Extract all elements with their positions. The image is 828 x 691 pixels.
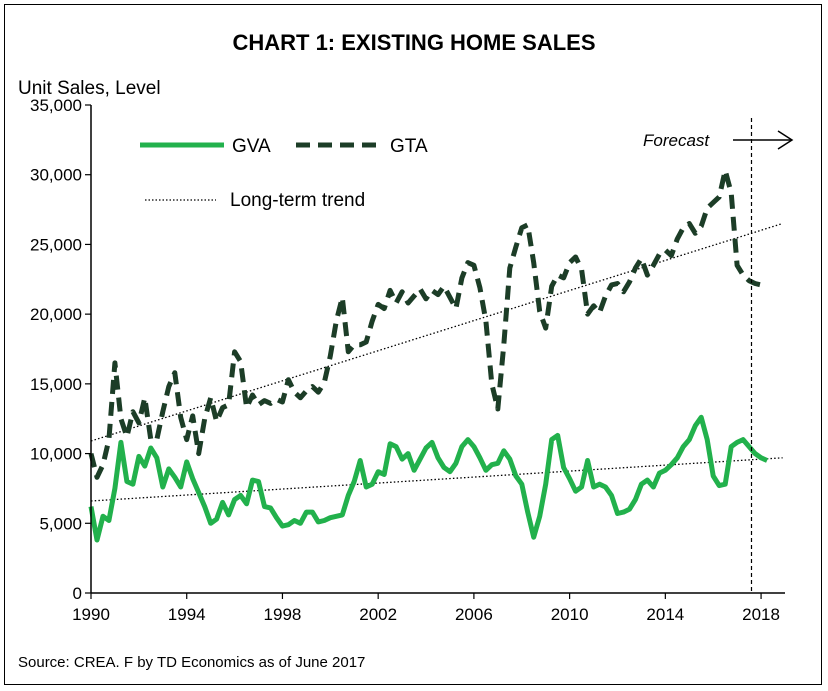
x-tick-label: 1994 (168, 605, 206, 624)
axes-layer (90, 105, 785, 594)
series-line-gta (88, 168, 768, 480)
y-tick-label: 35,000 (30, 96, 82, 115)
chart-title: CHART 1: EXISTING HOME SALES (232, 30, 596, 55)
chart-frame (4, 4, 822, 685)
forecast-label: Forecast (643, 131, 710, 150)
y-tick-label: 5,000 (39, 514, 82, 533)
y-tick-label: 25,000 (30, 235, 82, 254)
series-layer (88, 168, 783, 543)
x-tick-label: 2010 (551, 605, 589, 624)
x-tick-label: 1990 (72, 605, 110, 624)
legend-gta-label: GTA (390, 136, 428, 157)
x-tick-label: 2018 (742, 605, 780, 624)
x-tick-label: 2002 (359, 605, 397, 624)
y-axis-label: Unit Sales, Level (18, 78, 161, 99)
y-tick-label: 10,000 (30, 445, 82, 464)
x-tick-label: 2006 (455, 605, 493, 624)
y-tick-label: 30,000 (30, 166, 82, 185)
x-tick-label: 2014 (646, 605, 684, 624)
x-tick-label: 1998 (264, 605, 302, 624)
source-note: Source: CREA. F by TD Economics as of Ju… (18, 654, 366, 671)
series-line-long-term-trend (90, 222, 783, 442)
ticks-layer: 0 5,000 10,000 15,000 20,000 25,000 30,000 35,0… (30, 96, 780, 624)
y-tick-label: 0 (73, 584, 82, 603)
series-line-gva (88, 414, 769, 543)
forecast-layer: Forecast (643, 118, 794, 593)
forecast-arrowhead-icon (777, 130, 794, 150)
legend: GVA GTA Long-term trend (140, 136, 428, 211)
legend-gva-label: GVA (232, 136, 271, 157)
y-tick-label: 15,000 (30, 375, 82, 394)
legend-trend-label: Long-term trend (230, 190, 365, 211)
y-tick-label: 20,000 (30, 305, 82, 324)
